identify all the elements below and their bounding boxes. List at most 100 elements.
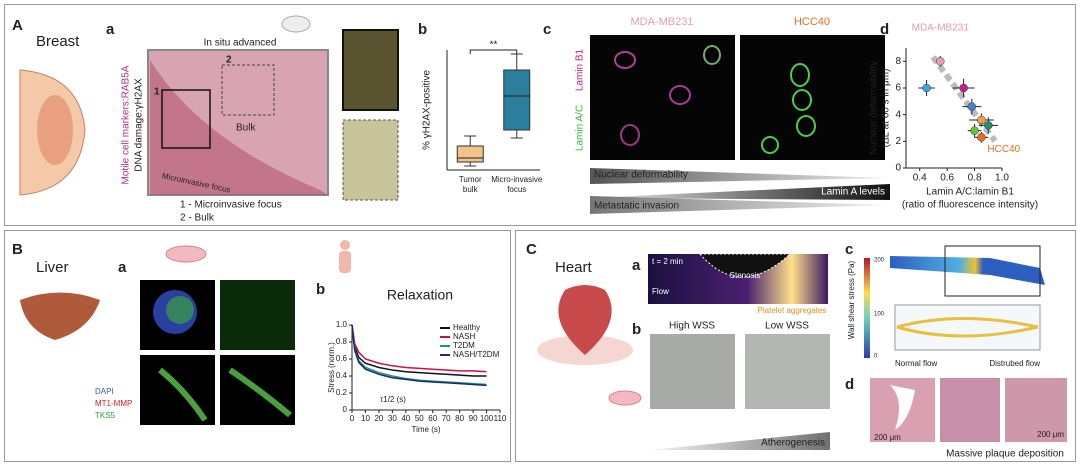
gradient-label: Lamin A levels xyxy=(821,187,885,198)
x-tick-label: 20 xyxy=(374,414,383,423)
image-label: Stenosis xyxy=(730,271,761,280)
vessel-model xyxy=(890,256,1045,285)
liver-illustration xyxy=(20,292,100,340)
point xyxy=(984,121,993,130)
organ: Liver xyxy=(36,259,69,276)
stenosis-image xyxy=(698,253,792,278)
panel-letter: d xyxy=(845,376,854,393)
x-tick-label: 40 xyxy=(401,414,410,423)
panel-letter: a xyxy=(118,259,127,276)
image-label: Platelet aggregates xyxy=(758,306,827,315)
cell xyxy=(158,367,208,422)
stain-label: DNA damage:γH2AX xyxy=(134,78,145,172)
trend-line xyxy=(930,55,998,143)
histology-image xyxy=(1005,378,1067,442)
point xyxy=(959,83,968,93)
y-tick-label: 0.6 xyxy=(336,354,348,363)
significance-bracket xyxy=(469,49,518,54)
panel-letter: d xyxy=(880,21,889,38)
y-tick-label: 0.2 xyxy=(336,388,348,397)
line xyxy=(351,324,487,377)
legend-label: NASH/T2DM xyxy=(453,350,500,359)
colorbar xyxy=(864,258,870,358)
legend-label: NASH xyxy=(453,332,475,341)
cell xyxy=(228,367,292,418)
colorbar-label: Wall shear stress (Pa) xyxy=(847,260,856,339)
panel-letter: b xyxy=(316,281,325,298)
heart-illustration xyxy=(558,285,612,355)
region-label: 1 xyxy=(154,87,160,98)
x-tick-label: 100 xyxy=(480,414,494,423)
panel-letter: b xyxy=(418,21,427,38)
axis-label: Time (s) xyxy=(411,425,440,434)
chart-title: Relaxation xyxy=(387,287,453,303)
caption: Massive plaque deposition xyxy=(946,449,1064,460)
y-tick-label: 4 xyxy=(895,109,901,120)
key: 2 - Bulk xyxy=(180,213,215,224)
gradient-label: Metastatic invasion xyxy=(594,201,679,212)
flow-lines xyxy=(896,317,1039,338)
point-label: HCC40 xyxy=(987,144,1020,155)
scale-label: 200 μm xyxy=(1037,430,1064,439)
y-tick-label: 0 xyxy=(895,163,901,174)
gradient-triangle xyxy=(590,184,890,200)
human-icon xyxy=(340,240,350,250)
gradient-label: Nuclear deformability xyxy=(594,170,688,181)
y-tick-label: 1.0 xyxy=(336,320,348,329)
gradient-triangle xyxy=(590,168,890,184)
flow-label: Distrubed flow xyxy=(989,359,1040,368)
micrograph xyxy=(740,35,885,160)
cell-line: HCC40 xyxy=(794,16,830,28)
inset-image xyxy=(342,29,399,111)
stain-label: Lamin B1 xyxy=(575,48,586,91)
y-tick-label: 0 xyxy=(343,405,348,414)
line xyxy=(351,324,487,387)
x-tick-label: 0.8 xyxy=(968,173,982,184)
tissue-image xyxy=(150,60,328,195)
x-tick-label: 80 xyxy=(455,414,464,423)
box xyxy=(456,145,484,163)
colorbar-tick: 200 xyxy=(874,258,885,264)
histology-image xyxy=(890,385,915,430)
mouse-icon xyxy=(281,15,311,33)
panel-frame xyxy=(4,4,1076,226)
x-tick-label: 0.6 xyxy=(940,173,954,184)
panel-letter: c xyxy=(845,241,853,258)
legend-text: TKS5 xyxy=(95,411,116,420)
stain-label: Lamin A/C xyxy=(575,105,586,151)
axis-label: Lamin A/C:lamin B1 xyxy=(926,187,1014,198)
x-tick-label: Micro-invasive focus xyxy=(491,175,543,194)
x-tick-label: 30 xyxy=(388,414,397,423)
y-tick-label: 0.8 xyxy=(336,337,348,346)
axis-label: (ratio of fluorescence intensity) xyxy=(902,200,1038,211)
endothelium-image xyxy=(650,334,735,409)
region-label: 2 xyxy=(226,55,232,66)
petri-dish xyxy=(165,245,207,263)
scale-label: 200 μm xyxy=(874,433,901,442)
breast-illustration xyxy=(37,95,73,165)
x-tick-label: 70 xyxy=(442,414,451,423)
histology-image xyxy=(940,378,1000,442)
colorbar-tick: 100 xyxy=(874,312,885,318)
image-title: In situ advanced xyxy=(204,38,277,49)
x-tick-label: 50 xyxy=(415,414,424,423)
axis-label: Nuclear deformability xyxy=(869,61,880,155)
organ: Heart xyxy=(555,259,593,276)
colorbar-tick: 0 xyxy=(874,354,878,360)
panel-letter: b xyxy=(632,321,641,338)
x-tick-label: 10 xyxy=(361,414,370,423)
gradient-triangle xyxy=(590,196,890,214)
stain-label: Motile cell markers:RAB5A xyxy=(121,65,132,184)
x-tick-label: Tumor bulk xyxy=(459,175,482,194)
line xyxy=(351,324,487,373)
x-tick-label: 0 xyxy=(350,414,355,423)
panel-letter: A xyxy=(12,17,23,34)
image-title: High WSS xyxy=(669,321,715,332)
panel-letter: C xyxy=(526,241,537,258)
y-tick-label: 2 xyxy=(895,136,901,147)
micrograph xyxy=(590,35,735,160)
inset-image xyxy=(342,119,399,201)
point-label: MDA-MB231 xyxy=(912,23,970,34)
axis-label: (ΔL at 60 s in μm) xyxy=(881,69,892,148)
